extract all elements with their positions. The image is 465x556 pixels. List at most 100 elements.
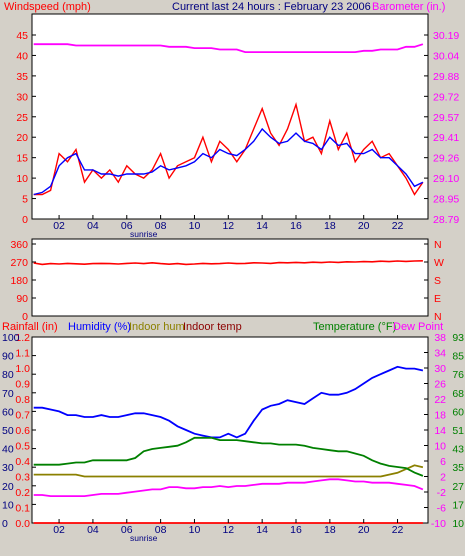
temperature-c-axis-tick-label: 38 (434, 332, 446, 344)
climate-plot-xtick-label: 16 (290, 524, 302, 536)
climate-plot-xtick-label: 18 (324, 524, 336, 536)
wind-plot-xtick-label: 14 (256, 220, 268, 232)
compass-axis-tick-label: N (434, 311, 442, 323)
temperature-c-axis-tick-label: -6 (437, 503, 446, 515)
temperature-f-axis-tick-label: 17 (452, 499, 464, 511)
rainfall-axis-tick-label: 1.2 (15, 332, 30, 344)
rainfall-axis-tick-label: 1.1 (15, 348, 30, 360)
temperature-c-axis-tick-label: 10 (434, 441, 446, 453)
climate-plot-xtick-label: 04 (87, 524, 99, 536)
compass-axis-tick-label: S (434, 275, 441, 287)
temperature-axis-title: Temperature (°F) (313, 321, 396, 333)
rainfall-axis-tick-label: 0.3 (15, 472, 30, 484)
wind-axis-tick-label: 5 (22, 194, 28, 206)
wind-axis-tick-label: 10 (16, 173, 28, 185)
wind-direction-series-line (33, 260, 423, 266)
barometer-axis-tick-label: 29.26 (433, 153, 459, 165)
temperature-f-axis-tick-label: 85 (452, 351, 464, 363)
wind-plot-area (31, 13, 429, 220)
rainfall-axis-tick-label: 0.6 (15, 425, 30, 437)
temperature-c-axis-tick-label: 2 (440, 472, 446, 484)
barometer-axis-tick-label: 29.41 (433, 132, 459, 144)
temperature-f-axis-tick-label: 76 (452, 369, 464, 381)
rainfall-axis-tick-label: 0.8 (15, 394, 30, 406)
temperature-series-line (33, 436, 424, 477)
dewpoint-label: Dew Point (393, 321, 443, 333)
wind-axis-tick-label: 40 (16, 50, 28, 62)
temperature-f-axis-tick-label: 51 (452, 425, 464, 437)
temperature-f-axis-tick-label: 35 (452, 462, 464, 474)
barometer-axis-title: Barometer (in.) (372, 1, 445, 13)
wind-plot-xtick-label: 22 (392, 220, 404, 232)
barometer-axis-tick-label: 30.04 (433, 50, 459, 62)
direction-axis-tick-label: 270 (10, 257, 28, 269)
rainfall-axis-tick-label: 0.9 (15, 379, 30, 391)
temperature-f-axis-tick-label: 60 (452, 406, 464, 418)
wind-plot-xtick-label: 12 (222, 220, 234, 232)
climate-plot-xtick-label: 20 (358, 524, 370, 536)
climate-plot-xtick-label: 10 (189, 524, 201, 536)
wind-axis-tick-label: 35 (16, 71, 28, 83)
temperature-f-axis-tick-label: 93 (452, 332, 464, 344)
rainfall-axis-tick-label: 0.4 (15, 456, 30, 468)
temperature-c-axis-tick-label: 6 (440, 456, 446, 468)
barometer-axis-tick-label: 29.10 (433, 173, 459, 185)
temperature-c-axis-tick-label: -2 (437, 487, 446, 499)
humidity-axis-tick-label: 0 (2, 518, 8, 530)
temperature-f-axis-tick-label: 27 (452, 481, 464, 493)
barometer-axis-tick-label: 28.95 (433, 194, 459, 206)
climate-plot-xtick-label: 14 (256, 524, 268, 536)
wind-axis-tick-label: 25 (16, 112, 28, 124)
compass-axis-tick-label: N (434, 239, 442, 251)
wind-plot-xtick-label: 04 (87, 220, 99, 232)
compass-axis-tick-label: E (434, 293, 441, 305)
temperature-c-axis-tick-label: 22 (434, 394, 446, 406)
climate-plot-sunrise-label: sunrise (130, 533, 158, 543)
windspeed-axis-title: Windspeed (mph) (4, 1, 91, 13)
direction-axis-tick-label: 90 (16, 293, 28, 305)
wind-axis-tick-label: 20 (16, 132, 28, 144)
wind-plot-xtick-label: 06 (121, 220, 133, 232)
temperature-c-axis-tick-label: 34 (434, 348, 446, 360)
climate-plot-xtick-label: 02 (53, 524, 65, 536)
wind-axis-tick-label: 0 (22, 214, 28, 226)
wind-axis-tick-label: 30 (16, 91, 28, 103)
temperature-c-axis-tick-label: 18 (434, 410, 446, 422)
barometer-axis-tick-label: 30.19 (433, 30, 459, 42)
compass-axis-tick-label: W (434, 257, 444, 269)
temperature-f-axis-tick-label: 10 (452, 518, 464, 530)
barometer-axis-tick-label: 29.72 (433, 91, 459, 103)
wind-plot-sunrise-label: sunrise (130, 229, 158, 239)
indoor-hum-label: Indoor hum (129, 321, 185, 333)
temperature-c-axis-tick-label: 26 (434, 379, 446, 391)
wind-plot-xtick-label: 16 (290, 220, 302, 232)
wind-plot-xtick-label: 02 (53, 220, 65, 232)
wind-plot-xtick-label: 20 (358, 220, 370, 232)
humidity-axis-tick-label: 60 (2, 406, 14, 418)
chart-title: Current last 24 hours : February 23 2006 (172, 1, 371, 13)
rainfall-axis-tick-label: 0.5 (15, 441, 30, 453)
barometer-series-line (33, 43, 424, 53)
wind-gust-series-line (33, 101, 424, 196)
wind-axis-tick-label: 45 (16, 30, 28, 42)
rainfall-axis-tick-label: 1.0 (15, 363, 30, 375)
humidity-axis-title: Humidity (%) (68, 321, 131, 333)
temperature-c-axis-tick-label: 30 (434, 363, 446, 375)
humidity-axis-tick-label: 70 (2, 388, 14, 400)
barometer-axis-tick-label: 29.88 (433, 71, 459, 83)
wind-plot-xtick-label: 10 (189, 220, 201, 232)
wind-plot-xtick-label: 18 (324, 220, 336, 232)
humidity-axis-tick-label: 80 (2, 369, 14, 381)
wind-average-series-line (33, 127, 424, 196)
wind-axis-tick-label: 15 (16, 153, 28, 165)
direction-axis-tick-label: 180 (10, 275, 28, 287)
climate-plot-xtick-label: 12 (222, 524, 234, 536)
direction-plot-area (31, 238, 429, 317)
indoor-temp-label: Indoor temp (183, 321, 242, 333)
rainfall-axis-tick-label: 0.2 (15, 487, 30, 499)
barometer-axis-tick-label: 29.57 (433, 112, 459, 124)
humidity-axis-tick-label: 50 (2, 425, 14, 437)
humidity-axis-tick-label: 100 (2, 332, 20, 344)
barometer-axis-tick-label: 28.79 (433, 214, 459, 226)
